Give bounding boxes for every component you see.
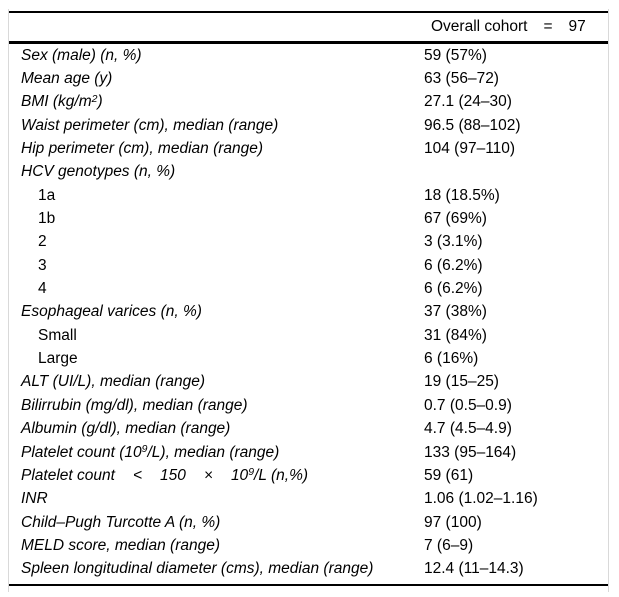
row-label: Waist perimeter (cm), median (range) bbox=[21, 116, 279, 134]
equals-sign: = bbox=[543, 18, 553, 35]
row-value: 59 (57%) bbox=[424, 46, 487, 64]
row-label: 1b bbox=[38, 210, 56, 228]
row-value: 104 (97–110) bbox=[424, 140, 516, 158]
table-row: 1b 67 (69%) bbox=[9, 207, 608, 230]
row-label: Esophageal varices (n, %) bbox=[21, 303, 202, 321]
header-rule bbox=[9, 41, 608, 44]
row-value: 12.4 (11–14.3) bbox=[424, 560, 524, 578]
row-value: 27.1 (24–30) bbox=[424, 93, 512, 111]
row-label: Child–Pugh Turcotte A (n, %) bbox=[21, 513, 221, 531]
row-label: 2 bbox=[38, 233, 47, 251]
superscript: 2 bbox=[91, 92, 98, 105]
row-value: 0.7 (0.5–0.9) bbox=[424, 396, 512, 414]
table-row: INR 1.06 (1.02–1.16) bbox=[9, 488, 608, 511]
table-row: Waist perimeter (cm), median (range) 96.… bbox=[9, 114, 608, 137]
row-label: HCV genotypes (n, %) bbox=[21, 163, 176, 181]
row-label: Spleen longitudinal diameter (cms), medi… bbox=[21, 560, 374, 578]
table-row: BMI (kg/m 2) 27.1 (24–30) bbox=[9, 91, 608, 114]
table-row: 4 6 (6.2%) bbox=[9, 277, 608, 300]
table-row: Small 31 (84%) bbox=[9, 324, 608, 347]
row-label: BMI (kg/m 2) bbox=[21, 92, 103, 111]
row-value: 97 (100) bbox=[424, 513, 482, 531]
cohort-n-value: 97 bbox=[568, 18, 586, 35]
superscript: 9 bbox=[248, 466, 255, 479]
row-label: INR bbox=[21, 490, 48, 508]
row-value: 37 (38%) bbox=[424, 303, 487, 321]
row-value: 59 (61) bbox=[424, 466, 474, 484]
table-row: Sex (male) (n, %) 59 (57%) bbox=[9, 44, 608, 67]
row-label: ALT (UI/L), median (range) bbox=[21, 373, 206, 391]
row-value: 63 (56–72) bbox=[424, 70, 499, 88]
table-row: Spleen longitudinal diameter (cms), medi… bbox=[9, 558, 608, 581]
row-label: 3 bbox=[38, 256, 47, 274]
table-row: Hip perimeter (cm), median (range) 104 (… bbox=[9, 137, 608, 160]
column-header-overall-cohort: Overall cohort = 97 bbox=[426, 18, 586, 36]
row-value: 67 (69%) bbox=[424, 210, 487, 228]
row-value: 6 (6.2%) bbox=[424, 280, 483, 298]
row-label: Mean age (y) bbox=[21, 70, 113, 88]
row-label: Large bbox=[38, 350, 78, 368]
overall-cohort-label: Overall cohort bbox=[431, 18, 528, 35]
row-value: 133 (95–164) bbox=[424, 443, 517, 461]
row-label: 1a bbox=[38, 186, 56, 204]
row-label: Platelet count <150 × 10 9/L (n,%) bbox=[21, 466, 309, 484]
row-value: 31 (84%) bbox=[424, 326, 487, 344]
row-label: Platelet count (10 9/L), median (range) bbox=[21, 443, 280, 461]
table-row: Large 6 (16%) bbox=[9, 347, 608, 370]
row-value: 19 (15–25) bbox=[424, 373, 499, 391]
bottom-rule bbox=[9, 584, 608, 586]
row-value: 96.5 (88–102) bbox=[424, 116, 521, 134]
table-row: Mean age (y) 63 (56–72) bbox=[9, 67, 608, 90]
header-row: Overall cohort = 97 bbox=[9, 13, 608, 41]
table-row: MELD score, median (range) 7 (6–9) bbox=[9, 534, 608, 557]
table-row: Platelet count <150 × 10 9/L (n,%) 59 (61) bbox=[9, 464, 608, 487]
table-body: Sex (male) (n, %) 59 (57%) Mean age (y) … bbox=[9, 44, 608, 581]
table-row: HCV genotypes (n, %) bbox=[9, 161, 608, 184]
row-label: 4 bbox=[38, 280, 47, 298]
row-value: 4.7 (4.5–4.9) bbox=[424, 420, 512, 438]
table-row: Esophageal varices (n, %) 37 (38%) bbox=[9, 301, 608, 324]
table-row: Child–Pugh Turcotte A (n, %) 97 (100) bbox=[9, 511, 608, 534]
table-row: 2 3 (3.1%) bbox=[9, 231, 608, 254]
row-value: 18 (18.5%) bbox=[424, 186, 500, 204]
table-row: 1a 18 (18.5%) bbox=[9, 184, 608, 207]
row-label: MELD score, median (range) bbox=[21, 536, 220, 554]
row-label: Small bbox=[38, 326, 77, 344]
table-row: Platelet count (10 9/L), median (range) 1… bbox=[9, 441, 608, 464]
row-value: 6 (16%) bbox=[424, 350, 479, 368]
table-row: Albumin (g/dl), median (range) 4.7 (4.5–… bbox=[9, 418, 608, 441]
row-value: 3 (3.1%) bbox=[424, 233, 483, 251]
row-value: 1.06 (1.02–1.16) bbox=[424, 490, 538, 508]
top-rule bbox=[9, 11, 608, 13]
row-label: Hip perimeter (cm), median (range) bbox=[21, 140, 264, 158]
row-label: Sex (male) (n, %) bbox=[21, 46, 142, 64]
row-label: Albumin (g/dl), median (range) bbox=[21, 420, 231, 438]
clinical-characteristics-table: Overall cohort = 97 Sex (male) (n, %) 59… bbox=[8, 9, 609, 592]
row-label: Bilirrubin (mg/dl), median (range) bbox=[21, 396, 248, 414]
row-value: 6 (6.2%) bbox=[424, 256, 483, 274]
table-row: Bilirrubin (mg/dl), median (range) 0.7 (… bbox=[9, 394, 608, 417]
table-row: 3 6 (6.2%) bbox=[9, 254, 608, 277]
row-value: 7 (6–9) bbox=[424, 536, 474, 554]
table-row: ALT (UI/L), median (range) 19 (15–25) bbox=[9, 371, 608, 394]
superscript: 9 bbox=[141, 443, 148, 456]
